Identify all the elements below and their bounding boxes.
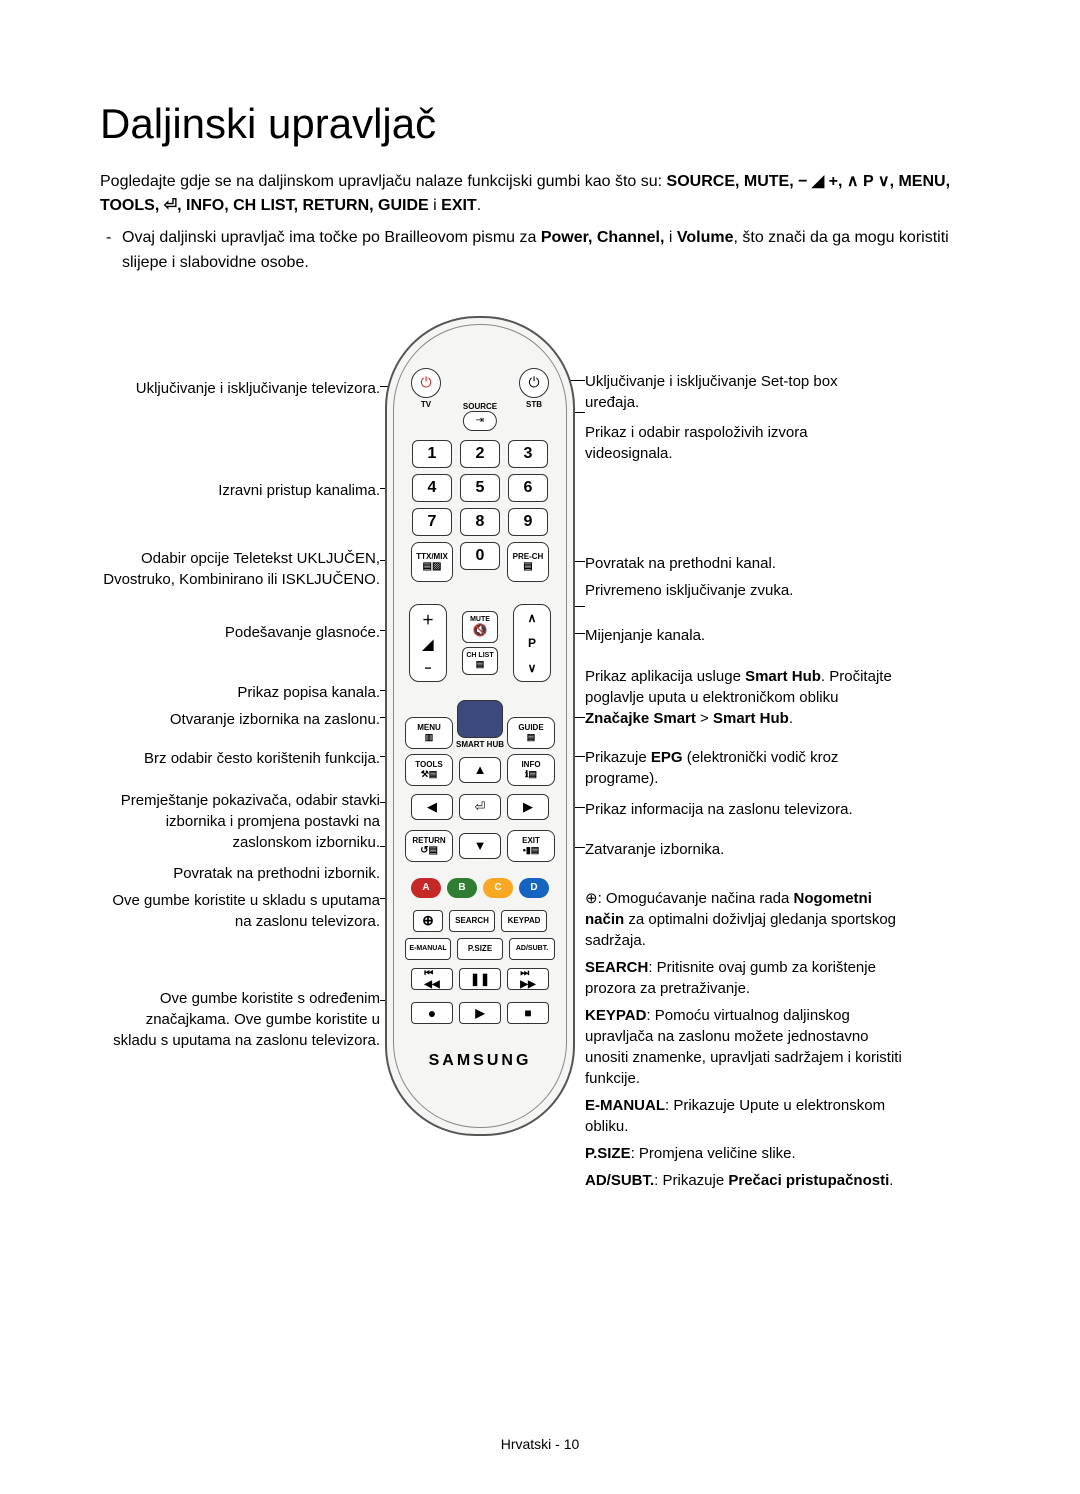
color-button-d[interactable]: D [519,878,549,898]
return-button[interactable]: RETURN↺▤ [405,830,453,862]
page-footer: Hrvatski - 10 [0,1436,1080,1452]
prev-button[interactable]: ⏮◀◀ [411,968,453,990]
lbl-right-block: ⊕: Omogućavanje načina rada Nogometni na… [585,888,905,1191]
num-1[interactable]: 1 [412,440,452,468]
src-empty [479,384,481,393]
volume-button[interactable]: ＋◢− [409,604,447,682]
lbl-prech: Povratak na prethodni kanal. [585,553,895,574]
prech-button[interactable]: PRE-CH▤ [507,542,549,582]
color-button-a[interactable]: A [411,878,441,898]
guide-button[interactable]: GUIDE▤ [507,717,555,749]
exit-button[interactable]: EXIT•▮▤ [507,830,555,862]
lbl-chlist: Prikaz popisa kanala. [105,682,380,703]
color-button-c[interactable]: C [483,878,513,898]
chlist-button[interactable]: CH LIST▤ [462,647,498,675]
lbl-epg: Prikazuje EPG (elektronički vodič kroz p… [585,747,895,789]
stop-button[interactable]: ■ [507,1002,549,1024]
emanual-button[interactable]: E-MANUAL [405,938,451,960]
play-button[interactable]: ▶ [459,1002,501,1024]
num-6[interactable]: 6 [508,474,548,502]
num-7[interactable]: 7 [412,508,452,536]
num-0[interactable]: 0 [460,542,500,570]
num-5[interactable]: 5 [460,474,500,502]
lbl-exit: Zatvaranje izbornika. [585,839,895,860]
num-8[interactable]: 8 [460,508,500,536]
intro-text: Pogledajte gdje se na daljinskom upravlj… [100,170,990,218]
lbl-power-tv: Uključivanje i isključivanje televizora. [105,378,380,399]
keypad-button[interactable]: KEYPAD [501,910,547,932]
page-title: Daljinski upravljač [100,100,990,148]
lbl-hub: Prikaz aplikacija usluge Smart Hub. Proč… [585,666,905,729]
source-label: SOURCE [463,402,497,411]
lbl-info: Prikaz informacija na zaslonu televizora… [585,799,895,820]
lbl-direct: Izravni pristup kanalima. [105,480,380,501]
info-button[interactable]: INFOℹ▤ [507,754,555,786]
sport-button[interactable]: ⊕ [413,910,443,932]
lbl-vol: Podešavanje glasnoće. [105,622,380,643]
lbl-cursor: Premještanje pokazivača, odabir stavki i… [105,790,380,853]
lbl-stb: Uključivanje i isključivanje Set-top box… [585,371,895,413]
down-button[interactable]: ▼ [459,833,501,859]
right-button[interactable]: ▶ [507,794,549,820]
lbl-tools: Brz odabir često korištenih funkcija. [105,748,380,769]
pause-button[interactable]: ❚❚ [459,968,501,990]
num-2[interactable]: 2 [460,440,500,468]
remote-body: ⏻ TV ⏻ STB SOURCE ⇥ [385,316,575,1136]
num-4[interactable]: 4 [412,474,452,502]
tv-label: TV [421,400,431,409]
channel-button[interactable]: ∧P∨ [513,604,551,682]
search-button[interactable]: SEARCH [449,910,495,932]
adsubt-button[interactable]: AD/SUBT. [509,938,555,960]
lbl-return: Povratak na prethodni izbornik. [105,863,380,884]
enter-button[interactable]: ⏎ [459,794,501,820]
color-button-b[interactable]: B [447,878,477,898]
lbl-ttx: Odabir opcije Teletekst UKLJUČEN, Dvostr… [85,548,380,590]
smarthub-label: SMART HUB [456,740,504,749]
source-button[interactable]: ⇥ [463,411,497,431]
power-stb-button[interactable]: ⏻ [519,368,549,398]
next-button[interactable]: ⏭▶▶ [507,968,549,990]
abcd-row: ABCD [401,878,559,898]
menu-button[interactable]: MENU▥ [405,717,453,749]
mute-button[interactable]: MUTE🔇 [462,611,498,643]
num-9[interactable]: 9 [508,508,548,536]
tools-button[interactable]: TOOLS⚒▤ [405,754,453,786]
lbl-play: Ove gumbe koristite s određenim značajka… [105,988,380,1051]
left-button[interactable]: ◀ [411,794,453,820]
rec-button[interactable]: ● [411,1002,453,1024]
psize-button[interactable]: P.SIZE [457,938,503,960]
num-3[interactable]: 3 [508,440,548,468]
lbl-mute: Privremeno isključivanje zvuka. [585,580,895,601]
braille-note: Ovaj daljinski upravljač ima točke po Br… [100,226,990,276]
lbl-ch: Mijenjanje kanala. [585,625,895,646]
stb-label: STB [526,400,542,409]
lbl-menu: Otvaranje izbornika na zaslonu. [105,709,380,730]
brand-logo: SAMSUNG [401,1052,559,1070]
lbl-abcd: Ove gumbe koristite u skladu s uputama n… [105,890,380,932]
lbl-source: Prikaz i odabir raspoloživih izvora vide… [585,422,895,464]
up-button[interactable]: ▲ [459,757,501,783]
ttx-button[interactable]: TTX/MIX▤▨ [411,542,453,582]
power-tv-button[interactable]: ⏻ [411,368,441,398]
remote-diagram: Uključivanje i isključivanje televizora.… [105,316,985,1136]
